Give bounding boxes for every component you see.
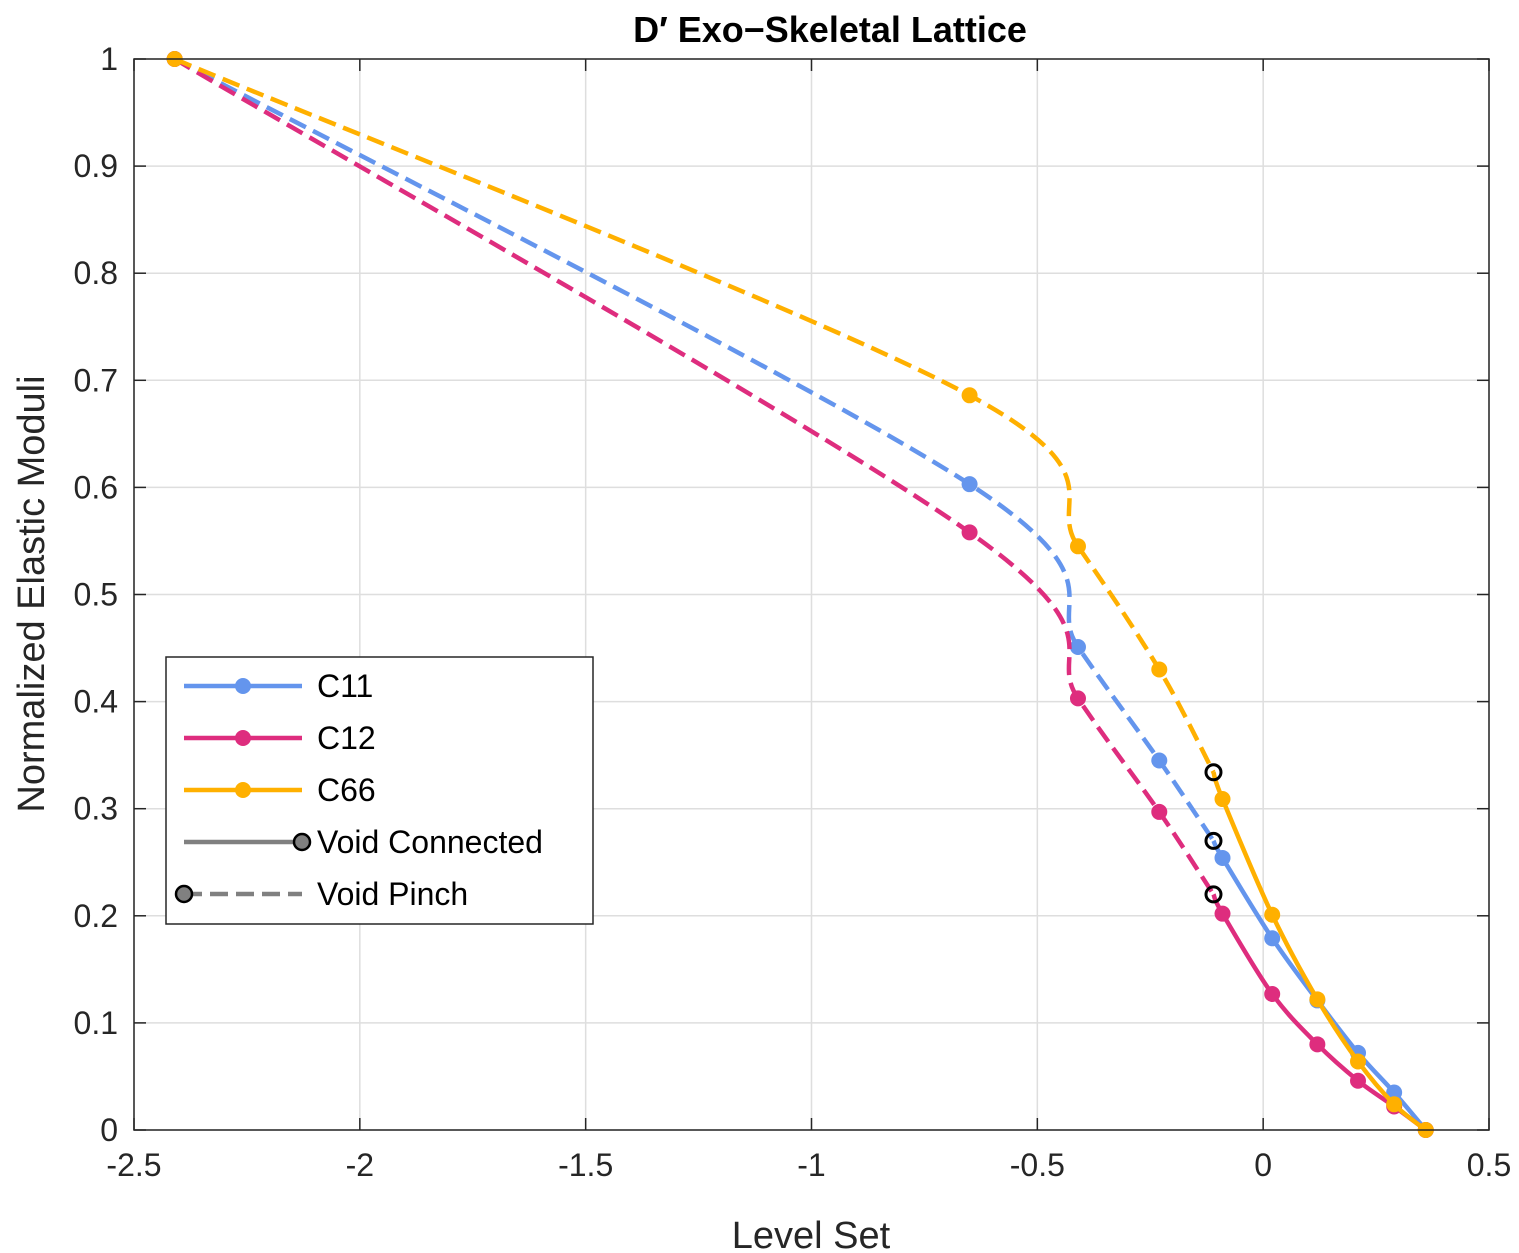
legend-marker: [235, 678, 251, 694]
legend-label: C11: [317, 668, 373, 704]
y-tick-label: 1: [100, 41, 118, 77]
data-point-c12: [1309, 1036, 1326, 1053]
legend-marker: [235, 782, 251, 798]
y-tick-label: 0.9: [74, 148, 118, 184]
chart-title: D′ Exo−Skeletal Lattice: [633, 9, 1027, 50]
legend-item-void-pinch: Void Pinch: [174, 876, 468, 912]
legend-marker: [174, 884, 194, 904]
x-tick-label: -1: [797, 1147, 825, 1183]
y-tick-label: 0.4: [74, 684, 118, 720]
legend-label: C12: [317, 720, 376, 756]
data-point-c12: [1214, 905, 1231, 922]
legend-marker: [292, 832, 312, 852]
y-tick-label: 0: [100, 1112, 118, 1148]
x-tick-label: -1.5: [558, 1147, 613, 1183]
data-point-c12: [1350, 1072, 1367, 1089]
data-point-c12: [1264, 985, 1281, 1002]
legend-item-void-connected: Void Connected: [184, 824, 543, 860]
transition-marker: [1204, 763, 1223, 782]
x-axis-label: Level Set: [732, 1215, 891, 1253]
data-point-c66: [1151, 661, 1168, 678]
legend-label: Void Connected: [317, 824, 543, 860]
data-point-c12: [1069, 690, 1086, 707]
data-point-c66: [1386, 1096, 1403, 1113]
y-tick-label: 0.8: [74, 255, 118, 291]
x-tick-label: -0.5: [1010, 1147, 1065, 1183]
series-layer: [166, 51, 1434, 1138]
x-tick-label: -2.5: [106, 1147, 161, 1183]
legend-item-c66: C66: [184, 772, 376, 808]
data-point-c11: [1214, 849, 1231, 866]
legend-item-c11: C11: [184, 668, 373, 704]
data-point-c66: [961, 387, 978, 404]
x-tick-label: 0: [1254, 1147, 1272, 1183]
data-point-c11: [1151, 752, 1168, 769]
data-point-c12: [1151, 803, 1168, 820]
transition-marker: [1204, 831, 1223, 850]
data-point-c66: [1069, 538, 1086, 555]
series-line-pinch-c11: [173, 57, 1216, 843]
axes: [133, 58, 1490, 1131]
data-point-c66: [1264, 906, 1281, 923]
transition-marker: [1204, 885, 1223, 904]
legend-label: C66: [317, 772, 376, 808]
y-tick-label: 0.2: [74, 898, 118, 934]
data-point-c12: [961, 524, 978, 541]
tick-labels: -2.5 -2 -1.5 -1 -0.5 0 0.5 0 0.1 0.2 0.3 0.4 0.5 0.6 0…: [74, 41, 1512, 1183]
data-point-c11: [1264, 930, 1281, 947]
data-point-c11: [1069, 638, 1086, 655]
data-point-c11: [1386, 1084, 1403, 1101]
legend-item-c12: C12: [184, 720, 376, 756]
y-tick-label: 0.7: [74, 362, 118, 398]
legend: C11 C12 C66 Void Connected Void Pinch: [165, 656, 594, 925]
legend-label: Void Pinch: [317, 876, 468, 912]
data-point-c66: [1309, 991, 1326, 1008]
y-axis-label: Normalized Elastic Moduli: [11, 375, 53, 812]
y-tick-label: 0.6: [74, 469, 118, 505]
series-c66: [166, 51, 1434, 1138]
data-point-c11: [961, 476, 978, 493]
x-tick-label: -2: [346, 1147, 374, 1183]
data-point-c66: [1214, 791, 1231, 808]
y-tick-label: 0.5: [74, 577, 118, 613]
data-point-c66: [1350, 1053, 1367, 1070]
y-tick-label: 0.3: [74, 791, 118, 827]
x-tick-label: 0.5: [1467, 1147, 1511, 1183]
y-tick-label: 0.1: [74, 1005, 118, 1041]
legend-marker: [235, 730, 251, 746]
